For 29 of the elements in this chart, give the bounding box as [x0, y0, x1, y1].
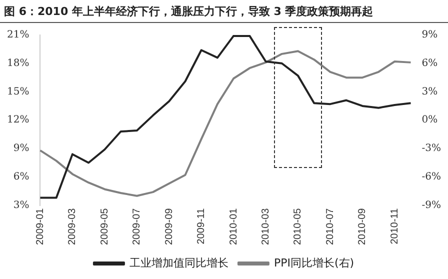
y2-tick-label: 6%: [422, 58, 438, 69]
x-tick-label: 2010-03: [260, 208, 272, 246]
y2-tick-label: -3%: [422, 143, 442, 154]
x-tick-label: 2009-01: [34, 208, 46, 246]
x-tick-label: 2010-09: [357, 208, 368, 246]
chart-title: 图 6：2010 年上半年经济下行，通胀压力下行，导致 3 季度政策预期再起: [0, 0, 448, 23]
legend-label: 工业增加值同比增长: [129, 256, 228, 270]
legend-label: PPI同比增长(右): [274, 256, 354, 270]
x-tick-label: 2010-05: [292, 208, 304, 246]
y2-tick-label: 0%: [422, 114, 438, 126]
y-tick-label: 15%: [6, 86, 30, 98]
x-tick-label: 2009-05: [99, 208, 110, 246]
x-tick-label: 2009-11: [196, 208, 208, 244]
y2-tick-label: -9%: [422, 200, 442, 211]
y2-tick-label: -6%: [422, 172, 442, 183]
y-tick-label: 9%: [13, 143, 30, 154]
x-tick-label: 2010-07: [324, 208, 336, 246]
x-tick-label: 2009-07: [132, 208, 143, 246]
y-tick-label: 12%: [6, 114, 30, 126]
y-tick-label: 6%: [13, 172, 30, 183]
y-tick-label: 18%: [6, 58, 30, 69]
x-tick-label: 2009-09: [164, 208, 175, 246]
x-tick-label: 2009-03: [67, 208, 78, 246]
y-tick-label: 3%: [13, 200, 30, 211]
y-tick-label: 21%: [6, 30, 30, 41]
x-tick-label: 2010-11: [389, 208, 400, 244]
y2-tick-label: 9%: [422, 30, 438, 41]
x-tick-label: 2010-01: [228, 208, 240, 246]
y2-tick-label: 3%: [422, 86, 438, 98]
